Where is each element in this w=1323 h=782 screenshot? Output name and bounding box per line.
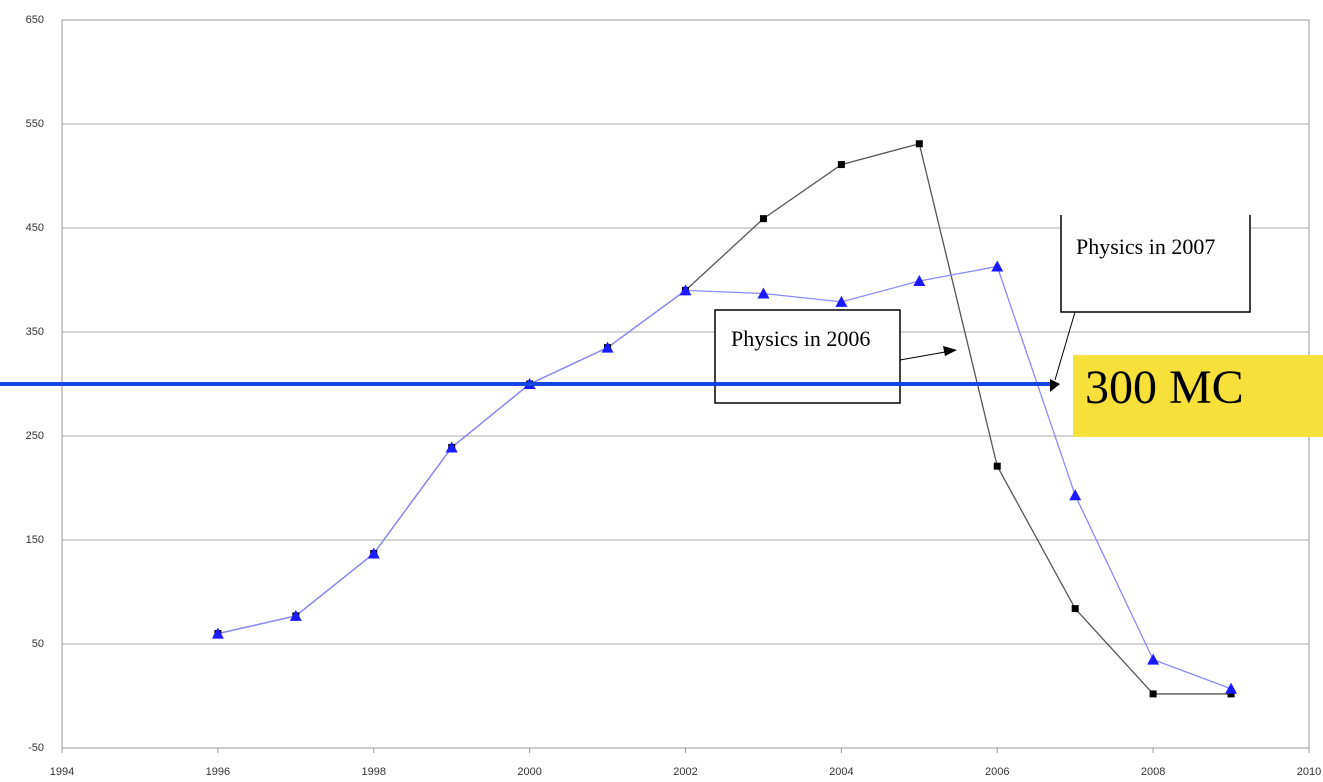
x-tick-label: 2004 <box>829 766 853 778</box>
y-tick-label: 350 <box>26 326 44 338</box>
x-tick-label: 1998 <box>362 766 386 778</box>
annotation: Physics in 2006 <box>731 326 871 351</box>
annotation-arrow <box>1054 311 1076 381</box>
x-tick-label: 1994 <box>50 766 74 778</box>
marker <box>367 547 380 559</box>
marker <box>913 275 926 287</box>
reference-label-bg <box>1073 355 1323 437</box>
arrow-head <box>943 346 957 356</box>
y-tick-label: 250 <box>26 430 44 442</box>
marker <box>837 161 845 169</box>
annotation: Physics in 2007 <box>1076 234 1216 259</box>
annotation-arrow <box>899 351 946 361</box>
series-line <box>217 265 1232 690</box>
marker <box>1147 653 1160 665</box>
marker <box>757 287 770 299</box>
marker <box>601 341 614 353</box>
x-tick-label: 2010 <box>1297 766 1321 778</box>
marker <box>1069 489 1082 501</box>
reference-label: 300 MC <box>1085 361 1244 414</box>
y-tick-label: 50 <box>32 638 44 650</box>
marker <box>211 627 224 639</box>
marker <box>835 295 848 307</box>
annotation-box <box>714 309 901 404</box>
marker <box>1071 605 1079 613</box>
marker <box>289 609 302 621</box>
marker <box>1227 690 1235 698</box>
x-tick-label: 1996 <box>206 766 230 778</box>
annotation-box <box>1060 215 1251 313</box>
x-tick-label: 2008 <box>1141 766 1165 778</box>
y-tick-label: 150 <box>26 534 44 546</box>
x-tick-label: 2006 <box>985 766 1009 778</box>
marker <box>991 260 1004 272</box>
marker <box>915 140 923 148</box>
y-tick-label: 650 <box>26 14 44 26</box>
y-tick-label: -50 <box>28 742 44 754</box>
marker <box>993 462 1001 470</box>
marker <box>445 441 458 453</box>
marker <box>1225 682 1238 694</box>
x-tick-label: 2000 <box>517 766 541 778</box>
y-tick-label: 450 <box>26 222 44 234</box>
arrow-head <box>1050 379 1060 392</box>
y-tick-label: 550 <box>26 118 44 130</box>
marker <box>759 215 767 223</box>
marker <box>1149 690 1157 698</box>
marker <box>679 284 692 296</box>
x-tick-label: 2002 <box>673 766 697 778</box>
